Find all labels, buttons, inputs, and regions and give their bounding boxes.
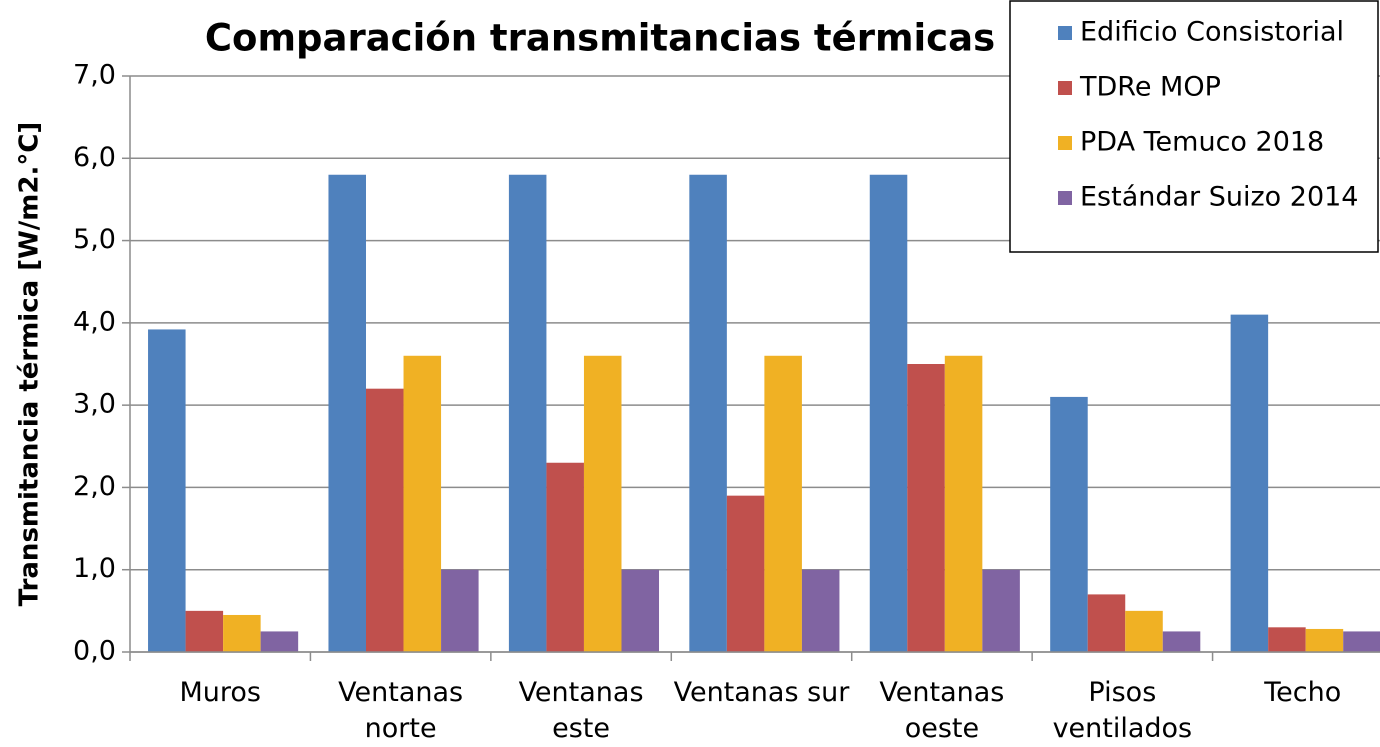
y-tick-label: 4,0 <box>73 306 116 337</box>
legend-label: TDRe MOP <box>1079 72 1221 103</box>
x-tick-label: Ventanas este <box>518 677 644 744</box>
y-tick-label: 0,0 <box>73 636 116 667</box>
bar <box>1268 627 1306 652</box>
chart-title: Comparación transmitancias térmicas <box>205 17 995 60</box>
bar <box>764 355 802 652</box>
legend-label: Estándar Suizo 2014 <box>1080 182 1358 213</box>
bar <box>403 355 442 652</box>
bar <box>1087 594 1126 652</box>
y-axis-label: Transmitancia térmica [W/m2.°C] <box>15 122 45 607</box>
bar <box>508 174 547 652</box>
bar <box>185 610 224 652</box>
x-tick-label: Ventanas oeste <box>879 677 1005 744</box>
x-tick-label: Ventanas sur <box>673 677 850 708</box>
bar <box>801 569 840 652</box>
bar <box>441 569 479 652</box>
bar <box>546 462 584 652</box>
bar <box>328 174 367 652</box>
x-tick-label: Ventanas norte <box>338 677 464 744</box>
bar <box>1125 610 1163 652</box>
legend-swatch <box>1058 81 1072 95</box>
y-tick-label: 5,0 <box>73 224 116 255</box>
legend-swatch <box>1058 136 1072 150</box>
bar <box>1162 631 1201 652</box>
bar <box>148 329 186 652</box>
bar <box>583 355 622 652</box>
bar <box>944 355 983 652</box>
legend-box <box>1009 0 1379 253</box>
legend-label: Edificio Consistorial <box>1080 17 1344 48</box>
bar <box>1230 314 1269 652</box>
x-tick-label: Muros <box>179 677 261 708</box>
legend-swatch <box>1058 26 1072 40</box>
y-tick-label: 2,0 <box>73 471 116 502</box>
y-tick-label: 3,0 <box>73 389 116 420</box>
bar <box>689 174 727 652</box>
bar <box>982 569 1020 652</box>
y-tick-label: 7,0 <box>73 60 116 91</box>
x-tick-label: Pisos ventilados <box>1052 677 1193 744</box>
x-tick-label: Techo <box>1264 677 1342 708</box>
bar <box>726 495 765 652</box>
bar <box>260 631 299 652</box>
bar <box>1343 631 1380 652</box>
legend-swatch <box>1058 191 1072 205</box>
bar <box>869 174 908 652</box>
legend-label: PDA Temuco 2018 <box>1080 127 1324 158</box>
bar <box>1050 396 1088 652</box>
bar <box>621 569 660 652</box>
y-tick-label: 1,0 <box>73 553 116 584</box>
bar <box>1305 628 1344 652</box>
bar <box>223 614 261 652</box>
bar <box>366 388 404 652</box>
bar <box>907 364 945 652</box>
y-tick-label: 6,0 <box>73 142 116 173</box>
